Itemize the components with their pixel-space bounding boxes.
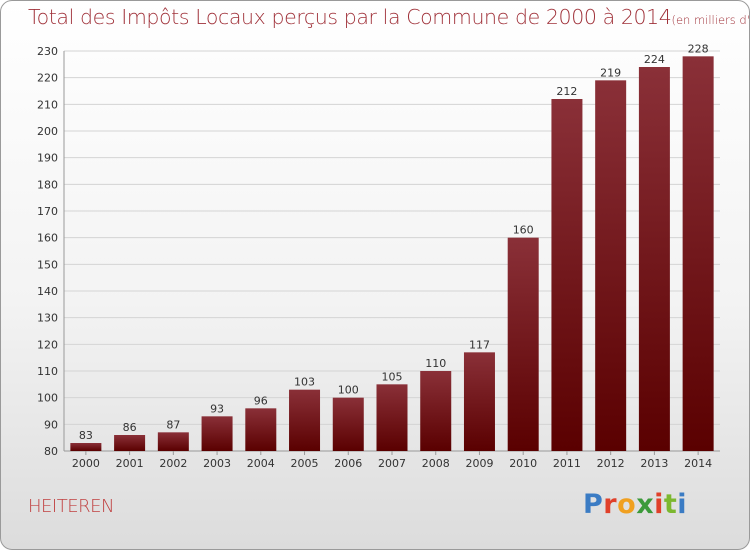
- logo-letter: r: [603, 489, 618, 520]
- y-tick-label: 220: [37, 72, 58, 85]
- x-tick-label: 2000: [72, 457, 100, 470]
- bar-2007: [376, 384, 408, 451]
- data-label: 212: [556, 85, 577, 98]
- x-tick-label: 2010: [509, 457, 537, 470]
- data-label: 96: [254, 394, 268, 407]
- y-axis: 80 90 100 110 120 130 140 150 160 170 180 190 200 210…: [37, 45, 720, 458]
- logo-letter: i: [654, 489, 664, 520]
- logo-letter: i: [677, 489, 688, 520]
- bar-2009: [463, 352, 495, 451]
- data-label: 87: [166, 418, 180, 431]
- x-tick-label: 2012: [597, 457, 625, 470]
- logo-letter: o: [617, 489, 637, 520]
- y-tick-label: 170: [37, 205, 58, 218]
- logo-letter: t: [663, 489, 678, 520]
- logo-letter: x: [636, 489, 655, 520]
- y-tick-label: 130: [37, 312, 58, 325]
- y-tick-label: 140: [37, 285, 58, 298]
- bar-2012: [595, 80, 627, 451]
- data-label: 83: [79, 429, 93, 442]
- y-tick-label: 180: [37, 178, 58, 191]
- data-label: 219: [600, 66, 621, 79]
- data-label: 93: [210, 402, 224, 415]
- bar-2008: [420, 371, 452, 451]
- x-tick-label: 2003: [203, 457, 231, 470]
- bar-2010: [507, 237, 539, 451]
- bar-2000: [70, 443, 102, 451]
- logo-letter: P: [583, 489, 604, 520]
- x-tick-label: 2008: [422, 457, 450, 470]
- y-tick-label: 210: [37, 98, 58, 111]
- x-tick-label: 2011: [553, 457, 581, 470]
- x-tick-label: 2004: [247, 457, 275, 470]
- x-tick-label: 2001: [116, 457, 144, 470]
- y-tick-label: 160: [37, 232, 58, 245]
- data-label: 224: [644, 53, 665, 66]
- bar-2004: [245, 408, 277, 451]
- chart-title: Total des Impôts Locaux perçus par la Co…: [28, 5, 750, 29]
- bar-2006: [332, 397, 364, 451]
- data-label: 228: [688, 42, 709, 55]
- y-tick-label: 100: [37, 392, 58, 405]
- x-tick-label: 2014: [684, 457, 712, 470]
- y-tick-label: 110: [37, 365, 58, 378]
- y-tick-label: 150: [37, 258, 58, 271]
- data-label: 110: [425, 357, 446, 370]
- x-axis: 2000 2001 2002 2003 2004 2005 2006 2007 2008 2009…: [72, 451, 712, 470]
- data-label: 105: [382, 370, 403, 383]
- x-tick-label: 2006: [334, 457, 362, 470]
- bar-2001: [114, 435, 146, 451]
- y-tick-label: 120: [37, 338, 58, 351]
- bar-2014: [682, 56, 714, 451]
- x-tick-label: 2007: [378, 457, 406, 470]
- bar-2005: [289, 389, 321, 451]
- data-label: 103: [294, 376, 315, 389]
- bar-2003: [201, 416, 233, 451]
- y-tick-label: 200: [37, 125, 58, 138]
- x-tick-label: 2005: [291, 457, 319, 470]
- x-tick-label: 2013: [640, 457, 668, 470]
- data-label: 100: [338, 384, 359, 397]
- proxiti-logo[interactable]: Proxiti: [583, 489, 687, 520]
- x-tick-label: 2009: [465, 457, 493, 470]
- bar-2002: [157, 432, 189, 451]
- data-label: 160: [513, 224, 534, 237]
- bar-2011: [551, 99, 583, 451]
- y-tick-label: 80: [44, 445, 58, 458]
- data-label: 117: [469, 338, 490, 351]
- x-tick-label: 2002: [159, 457, 187, 470]
- commune-name: HEITEREN: [28, 496, 114, 517]
- y-tick-label: 90: [44, 418, 58, 431]
- data-label: 86: [123, 421, 137, 434]
- bars: 83 86 87 93 96 103 100 105 110 117 160 212 219 224 228: [70, 42, 714, 451]
- y-tick-label: 230: [37, 45, 58, 58]
- chart-title-text: Total des Impôts Locaux perçus par la Co…: [28, 5, 672, 29]
- chart-unit: (en milliers d'€): [671, 13, 750, 27]
- bar-2013: [638, 67, 670, 451]
- y-tick-label: 190: [37, 152, 58, 165]
